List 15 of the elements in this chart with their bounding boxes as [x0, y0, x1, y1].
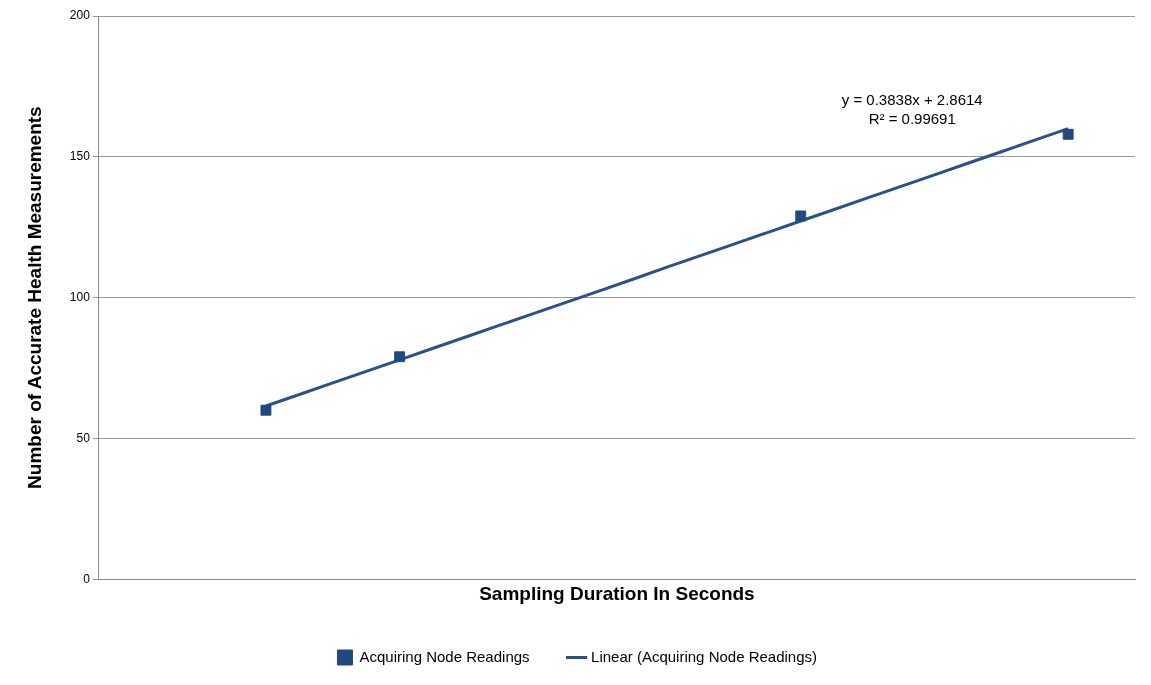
legend-label: Acquiring Node Readings — [359, 647, 530, 665]
point — [394, 351, 406, 363]
y-tick-label: 200 — [69, 8, 91, 23]
y-axis-title: Number of Accurate Health Measurements — [23, 106, 45, 489]
y-tick-label: 0 — [83, 571, 91, 586]
annotation: y = 0.3838x + 2.8614 — [841, 91, 983, 109]
annotation: R² = 0.99691 — [868, 110, 956, 128]
point — [260, 404, 272, 416]
y-tick-label: 50 — [76, 430, 91, 445]
x-axis-title: Sampling Duration In Seconds — [479, 582, 755, 604]
point — [1062, 128, 1074, 140]
legend-label: Linear (Acquiring Node Readings) — [591, 647, 818, 665]
y-tick-label: 150 — [69, 149, 91, 164]
point — [795, 210, 807, 222]
y-tick-label: 100 — [69, 289, 91, 304]
